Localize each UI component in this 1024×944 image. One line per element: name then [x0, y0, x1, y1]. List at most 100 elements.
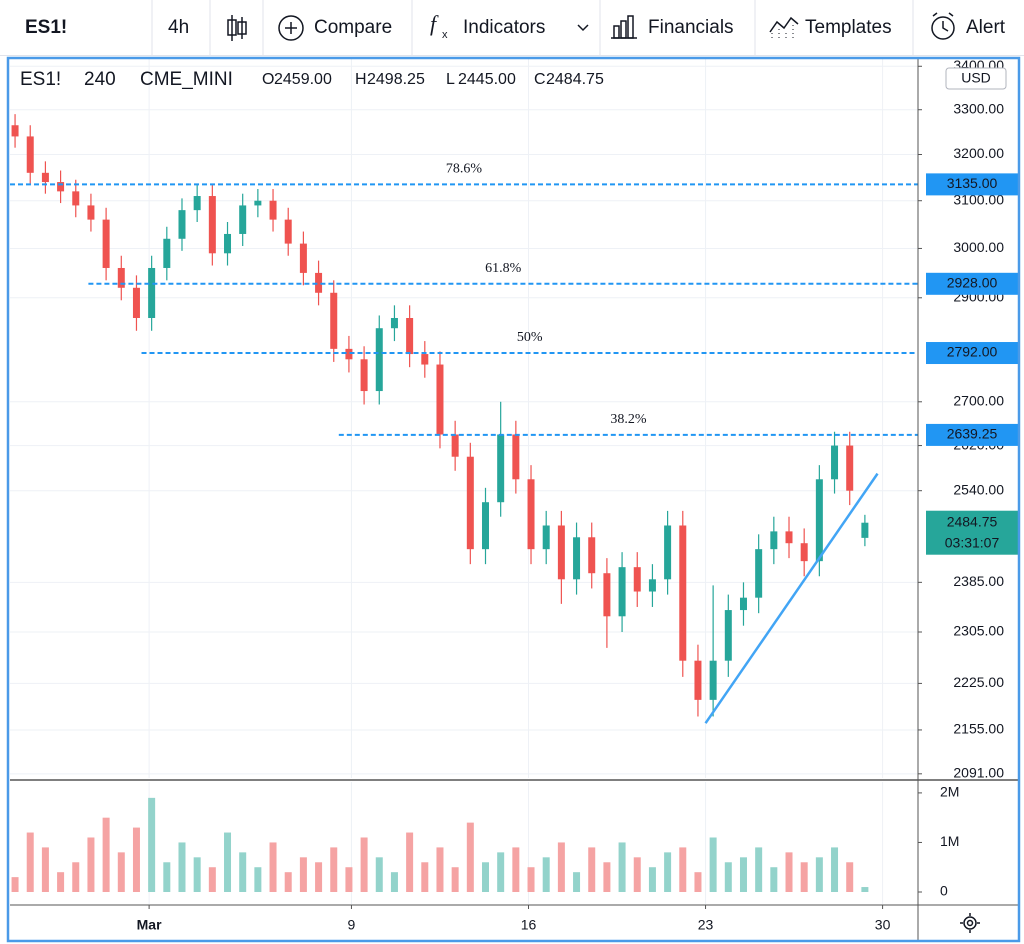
candle-body [224, 233, 232, 254]
y-tick-label: 2700.00 [953, 392, 1004, 408]
legend-symbol: ES1! [20, 69, 61, 90]
volume-bar [451, 867, 459, 892]
volume-bar [542, 857, 550, 892]
alert-icon [931, 12, 955, 40]
volume-bar [436, 847, 444, 892]
chevron[interactable] [577, 24, 589, 32]
currency: USD [961, 70, 991, 86]
legend: ES1! 240 CME_MINI O 2459.00 H 2498.25 L 2445.… [20, 69, 604, 90]
candle-body [375, 328, 383, 392]
symbol-button[interactable]: ES1! [25, 17, 67, 38]
volume-bar [163, 862, 171, 892]
y-tick-label: 2155.00 [953, 721, 1004, 737]
indicators-button[interactable]: Indicators [463, 17, 545, 38]
ohlc-key: O [262, 71, 274, 88]
candle-body [102, 219, 110, 268]
volume-bar [618, 842, 626, 892]
fib-price-tag [926, 272, 1018, 295]
candle-body [345, 348, 353, 360]
candle-body [542, 525, 550, 550]
volume-bar [557, 842, 565, 892]
volume-tick-label: 0 [940, 883, 948, 899]
chart-style-button[interactable] [227, 15, 247, 41]
candle-body [527, 479, 535, 550]
alert-button[interactable]: Alert [966, 17, 1006, 38]
volume-bar [375, 857, 383, 892]
volume-bar [588, 847, 596, 892]
volume-bar [117, 852, 125, 892]
candle-body [193, 196, 201, 211]
volume-bar [815, 857, 823, 892]
fib-price-label: 2792.00 [947, 344, 998, 360]
volume-bar [679, 847, 687, 892]
volume-bar [466, 822, 474, 892]
indicators-icon-sub: x [442, 29, 448, 41]
ohlc-value: 2445.00 [458, 71, 516, 88]
candle-body [132, 287, 140, 319]
currency-box[interactable] [945, 67, 1007, 90]
candle-body [72, 191, 80, 206]
volume-bar [345, 867, 353, 892]
ohlc-key: H [355, 71, 367, 88]
interval-button[interactable]: 4h [168, 17, 189, 38]
volume-bar [330, 847, 338, 892]
candle-body [664, 525, 672, 580]
last-price-label: 2484.75 [947, 513, 998, 529]
volume-bar [739, 857, 747, 892]
candle-body [315, 272, 323, 293]
volume-bar [694, 872, 702, 892]
volume-bar [224, 832, 232, 892]
candle-body [603, 573, 611, 617]
volume-bar [41, 847, 49, 892]
volume-bar [390, 872, 398, 892]
volume-bar [26, 832, 34, 892]
volume-bar [846, 862, 854, 892]
candle-body [633, 567, 641, 592]
fib-ratio: 61.8% [485, 261, 522, 276]
candle-body [831, 445, 839, 480]
volume-bar [315, 862, 323, 892]
candle-body [648, 579, 656, 592]
candle-body [739, 597, 747, 611]
y-tick-label: 3000.00 [953, 239, 1004, 255]
candle-body [557, 525, 565, 580]
candle-body [755, 549, 763, 598]
y-tick-label: 2540.00 [953, 481, 1004, 497]
bar-countdown: 03:31:07 [945, 534, 1000, 550]
volume-bar [785, 852, 793, 892]
volume-bar [861, 887, 869, 892]
candle-body [800, 543, 808, 562]
y-tick-label: 2385.00 [953, 573, 1004, 589]
volume-bar [709, 837, 717, 892]
fib-ratio: 50% [517, 330, 543, 345]
volume-bar [208, 867, 216, 892]
x-tick-label: 30 [875, 917, 891, 933]
ohlc-value: 2498.25 [367, 71, 425, 88]
chart-frame [6, 56, 1021, 943]
volume-bar [72, 862, 80, 892]
candle-body [770, 531, 778, 550]
y-tick-label: 3100.00 [953, 191, 1004, 207]
volume-bar [724, 862, 732, 892]
volume-tick-label: 2M [940, 784, 959, 800]
settings-button[interactable] [960, 913, 980, 933]
fib-price-tag [926, 342, 1018, 365]
candle-body [26, 136, 34, 173]
candle-body [87, 205, 95, 220]
volume-bar [11, 877, 19, 892]
volume-bar [406, 832, 414, 892]
candle-body [406, 318, 414, 355]
compare-button[interactable]: Compare [314, 17, 392, 38]
legend-interval: 240 [84, 69, 116, 90]
templates-button[interactable]: Templates [805, 17, 892, 38]
volume-bar [527, 867, 535, 892]
candle-body [512, 434, 520, 480]
candle-body [117, 267, 125, 288]
candle-body [299, 243, 307, 273]
x-tick-label: Mar [137, 917, 162, 933]
financials-button[interactable]: Financials [648, 17, 734, 38]
candle-body [57, 182, 65, 192]
candle-body [588, 537, 596, 574]
